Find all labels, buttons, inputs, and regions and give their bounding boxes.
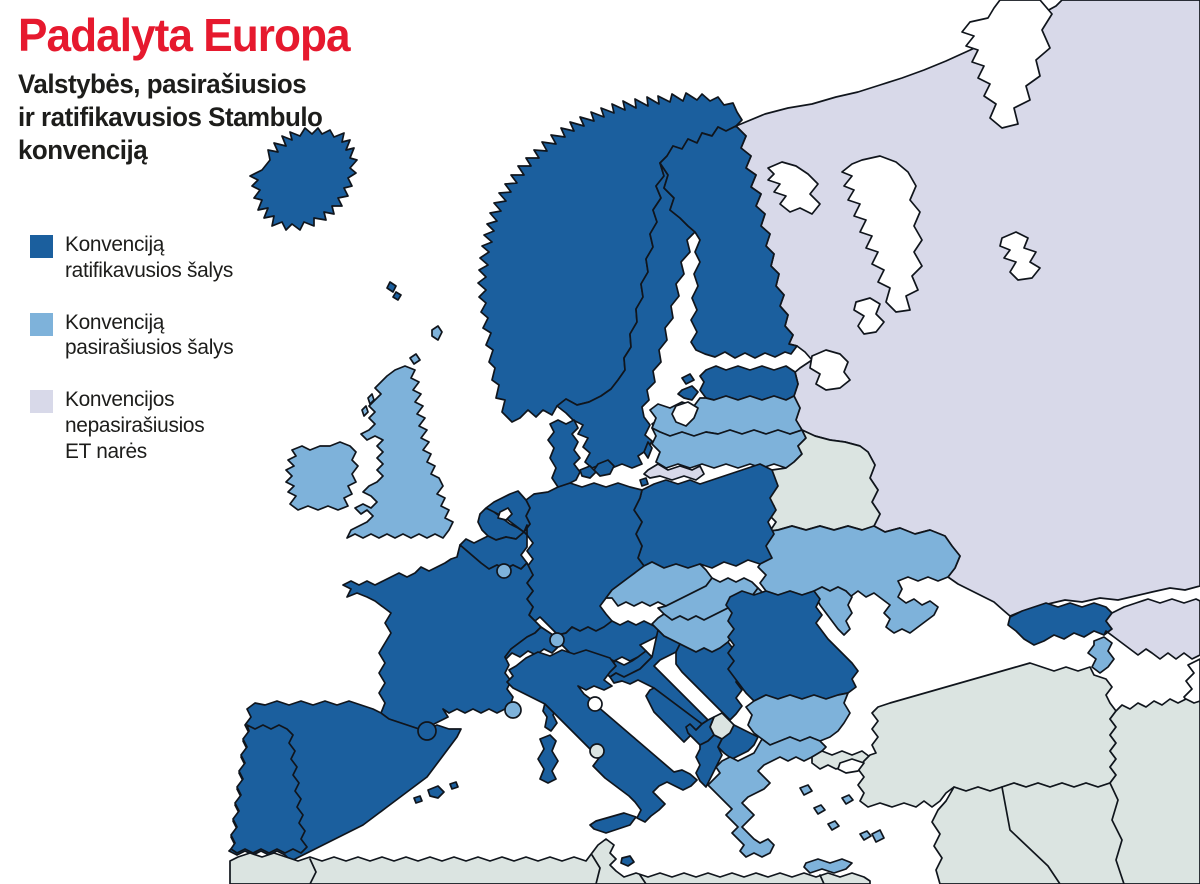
region-san-marino[interactable] (587, 696, 603, 712)
bornholm-island[interactable] (639, 477, 649, 487)
region-portugal[interactable] (230, 724, 308, 854)
region-bulgaria[interactable] (745, 692, 851, 746)
page-title: Padalyta Europa (18, 9, 351, 61)
legend-item-signed: Konvenciją pasirašiusios šalys (30, 310, 239, 362)
region-north-africa[interactable] (229, 838, 871, 884)
gulf-of-riga (671, 401, 699, 427)
sardinia-island[interactable] (537, 734, 559, 784)
sea-of-marmara (837, 758, 865, 774)
legend-label-not-signed: Konvencijos nepasirašiusios ET narės (65, 387, 205, 463)
ibiza-island[interactable] (413, 795, 423, 804)
kaliningrad-exclave[interactable] (643, 463, 705, 481)
lake-ladoga (809, 349, 851, 391)
hiiumaa-island[interactable] (681, 373, 695, 385)
mallorca-island[interactable] (427, 785, 445, 799)
white-sea (841, 155, 923, 313)
sicily-island[interactable] (589, 812, 637, 834)
region-lithuania[interactable] (651, 427, 807, 469)
region-poland[interactable] (633, 463, 779, 569)
region-estonia[interactable] (699, 365, 799, 401)
region-liechtenstein[interactable] (549, 632, 565, 648)
region-malta[interactable] (620, 855, 635, 867)
region-ireland[interactable] (285, 441, 359, 511)
saaremaa-island[interactable] (677, 385, 699, 401)
region-armenia[interactable] (1087, 636, 1115, 674)
region-luxembourg[interactable] (496, 563, 512, 579)
dvina-bay (961, 0, 1053, 129)
region-greece[interactable] (707, 736, 827, 858)
subtitle-line: ir ratifikavusios Stambulo (18, 101, 323, 132)
orkney-islands[interactable] (409, 353, 421, 365)
region-uk[interactable] (346, 365, 454, 539)
africa-internal-borders (309, 854, 825, 884)
ne-lakes (999, 231, 1041, 281)
region-italy[interactable] (506, 649, 698, 823)
region-faroe[interactable] (386, 281, 402, 301)
region-france[interactable] (342, 544, 542, 732)
region-azerbaijan[interactable] (1103, 598, 1200, 660)
legend-swatch-signed (30, 312, 53, 336)
shetland-islands[interactable] (431, 325, 443, 341)
aegean-islands[interactable] (799, 784, 872, 841)
legend-swatch-ratified (30, 235, 53, 258)
region-north-macedonia[interactable] (717, 724, 759, 760)
legend-label-signed: Konvenciją pasirašiusios šalys (65, 309, 234, 360)
region-finland[interactable] (659, 125, 798, 359)
legend-swatch-not-signed (30, 390, 53, 414)
zealand-island[interactable] (593, 459, 615, 477)
region-albania[interactable] (695, 734, 723, 788)
menorca-island[interactable] (449, 781, 459, 790)
region-denmark[interactable] (547, 419, 581, 488)
title-block: Padalyta Europa Valstybės, pasirašiusios… (18, 8, 418, 167)
crete-island[interactable] (803, 858, 853, 874)
subtitle-line: Valstybės, pasirašiusios (18, 69, 307, 99)
middle-east-internal-borders (1001, 782, 1125, 884)
ijsselmeer-lake (497, 507, 513, 521)
lake-onega (853, 297, 885, 335)
rhodes-island[interactable] (871, 829, 885, 843)
subtitle-line: konvenciją (18, 134, 148, 165)
region-serbia[interactable] (675, 641, 743, 721)
region-iceland[interactable] (249, 127, 358, 231)
page-subtitle: Valstybės, pasirašiusios ir ratifikavusi… (18, 68, 402, 167)
legend-item-not-signed: Konvencijos nepasirašiusios ET narės (30, 387, 239, 464)
region-germany[interactable] (523, 482, 645, 636)
funen-island[interactable] (579, 465, 597, 479)
region-moldova[interactable] (813, 586, 853, 636)
region-monaco[interactable] (504, 701, 522, 719)
region-vatican[interactable] (589, 743, 605, 759)
region-middle-east[interactable] (931, 698, 1200, 884)
oland-island[interactable] (643, 441, 653, 459)
region-andorra[interactable] (417, 721, 437, 741)
map-legend: Konvenciją ratifikavusios šalys Konvenci… (30, 232, 239, 491)
legend-item-ratified: Konvenciją ratifikavusios šalys (30, 232, 239, 284)
kandalaksha-gulf (767, 161, 821, 215)
hebrides-islands[interactable] (361, 393, 375, 417)
legend-label-ratified: Konvenciją ratifikavusios šalys (65, 232, 234, 282)
